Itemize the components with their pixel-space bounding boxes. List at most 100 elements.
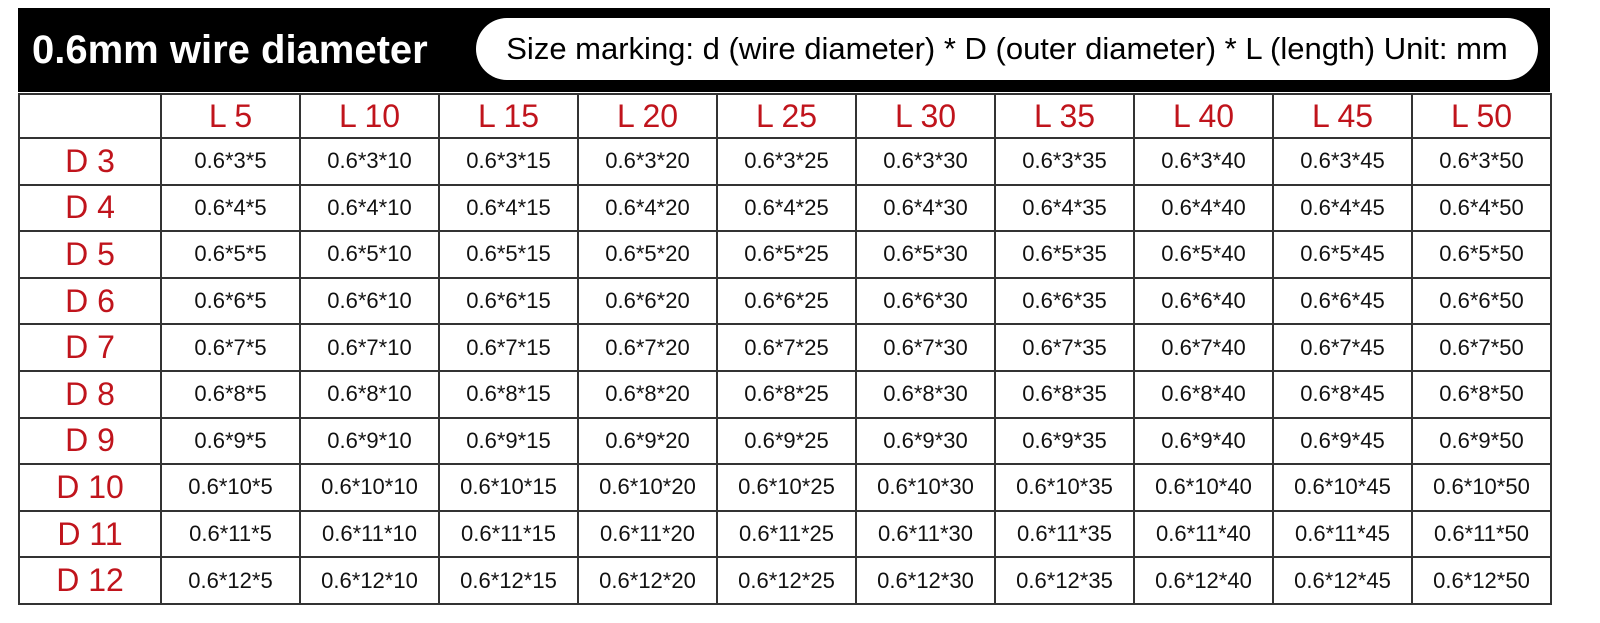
size-cell: 0.6*11*25 — [718, 511, 857, 559]
size-cell: 0.6*8*45 — [1274, 371, 1413, 419]
column-header: L 40 — [1135, 95, 1274, 139]
size-cell: 0.6*10*50 — [1413, 465, 1552, 512]
size-cell: 0.6*11*15 — [440, 511, 579, 559]
size-cell: 0.6*8*20 — [579, 371, 718, 419]
size-cell: 0.6*5*10 — [301, 232, 440, 279]
size-cell: 0.6*4*10 — [301, 185, 440, 233]
size-cell: 0.6*7*5 — [162, 325, 301, 372]
size-cell: 0.6*8*15 — [440, 371, 579, 419]
size-cell: 0.6*7*10 — [301, 325, 440, 372]
row-header: D 12 — [20, 558, 162, 605]
size-cell: 0.6*4*20 — [579, 185, 718, 233]
row-header: D 6 — [20, 278, 162, 326]
size-cell: 0.6*6*50 — [1413, 278, 1552, 326]
size-cell: 0.6*12*5 — [162, 558, 301, 605]
size-cell: 0.6*8*5 — [162, 371, 301, 419]
size-cell: 0.6*3*40 — [1135, 139, 1274, 186]
size-cell: 0.6*11*40 — [1135, 511, 1274, 559]
size-cell: 0.6*12*35 — [996, 558, 1135, 605]
row-header: D 11 — [20, 511, 162, 559]
row-header: D 8 — [20, 371, 162, 419]
size-cell: 0.6*12*20 — [579, 558, 718, 605]
size-cell: 0.6*3*5 — [162, 139, 301, 186]
size-cell: 0.6*11*50 — [1413, 511, 1552, 559]
size-cell: 0.6*6*5 — [162, 278, 301, 326]
size-cell: 0.6*9*40 — [1135, 418, 1274, 466]
size-cell: 0.6*3*45 — [1274, 139, 1413, 186]
size-cell: 0.6*12*25 — [718, 558, 857, 605]
size-cell: 0.6*4*25 — [718, 185, 857, 233]
size-cell: 0.6*9*5 — [162, 418, 301, 466]
size-cell: 0.6*5*15 — [440, 232, 579, 279]
subtitle-pill: Size marking: d (wire diameter) * D (out… — [476, 18, 1538, 80]
size-cell: 0.6*4*40 — [1135, 185, 1274, 233]
size-cell: 0.6*12*50 — [1413, 558, 1552, 605]
row-header: D 5 — [20, 232, 162, 279]
size-cell: 0.6*3*30 — [857, 139, 996, 186]
size-cell: 0.6*7*15 — [440, 325, 579, 372]
size-cell: 0.6*3*35 — [996, 139, 1135, 186]
size-cell: 0.6*8*50 — [1413, 371, 1552, 419]
size-cell: 0.6*4*50 — [1413, 185, 1552, 233]
size-cell: 0.6*5*5 — [162, 232, 301, 279]
size-cell: 0.6*12*15 — [440, 558, 579, 605]
size-cell: 0.6*10*10 — [301, 465, 440, 512]
size-cell: 0.6*8*40 — [1135, 371, 1274, 419]
size-cell: 0.6*12*45 — [1274, 558, 1413, 605]
column-header: L 50 — [1413, 95, 1552, 139]
size-cell: 0.6*5*35 — [996, 232, 1135, 279]
column-header: L 10 — [301, 95, 440, 139]
row-header: D 7 — [20, 325, 162, 372]
size-cell: 0.6*11*30 — [857, 511, 996, 559]
size-cell: 0.6*5*45 — [1274, 232, 1413, 279]
size-cell: 0.6*7*40 — [1135, 325, 1274, 372]
size-cell: 0.6*10*30 — [857, 465, 996, 512]
subtitle: Size marking: d (wire diameter) * D (out… — [506, 31, 1508, 66]
size-cell: 0.6*12*10 — [301, 558, 440, 605]
size-cell: 0.6*4*35 — [996, 185, 1135, 233]
column-header: L 35 — [996, 95, 1135, 139]
column-header: L 15 — [440, 95, 579, 139]
size-cell: 0.6*6*25 — [718, 278, 857, 326]
size-cell: 0.6*5*50 — [1413, 232, 1552, 279]
size-cell: 0.6*6*15 — [440, 278, 579, 326]
size-cell: 0.6*5*25 — [718, 232, 857, 279]
size-cell: 0.6*9*50 — [1413, 418, 1552, 466]
size-cell: 0.6*3*50 — [1413, 139, 1552, 186]
size-cell: 0.6*8*25 — [718, 371, 857, 419]
size-cell: 0.6*10*45 — [1274, 465, 1413, 512]
size-cell: 0.6*5*20 — [579, 232, 718, 279]
size-cell: 0.6*6*10 — [301, 278, 440, 326]
size-cell: 0.6*9*15 — [440, 418, 579, 466]
size-cell: 0.6*12*40 — [1135, 558, 1274, 605]
size-cell: 0.6*6*40 — [1135, 278, 1274, 326]
size-cell: 0.6*7*35 — [996, 325, 1135, 372]
size-cell: 0.6*4*30 — [857, 185, 996, 233]
size-cell: 0.6*8*35 — [996, 371, 1135, 419]
size-cell: 0.6*11*10 — [301, 511, 440, 559]
size-cell: 0.6*5*40 — [1135, 232, 1274, 279]
size-cell: 0.6*3*20 — [579, 139, 718, 186]
size-cell: 0.6*3*25 — [718, 139, 857, 186]
size-cell: 0.6*6*20 — [579, 278, 718, 326]
size-cell: 0.6*11*35 — [996, 511, 1135, 559]
size-cell: 0.6*8*30 — [857, 371, 996, 419]
size-cell: 0.6*11*5 — [162, 511, 301, 559]
size-cell: 0.6*12*30 — [857, 558, 996, 605]
size-cell: 0.6*4*45 — [1274, 185, 1413, 233]
size-cell: 0.6*8*10 — [301, 371, 440, 419]
size-cell: 0.6*10*35 — [996, 465, 1135, 512]
size-cell: 0.6*7*45 — [1274, 325, 1413, 372]
row-header: D 3 — [20, 139, 162, 186]
size-cell: 0.6*3*10 — [301, 139, 440, 186]
size-cell: 0.6*7*20 — [579, 325, 718, 372]
size-cell: 0.6*7*30 — [857, 325, 996, 372]
size-cell: 0.6*9*45 — [1274, 418, 1413, 466]
size-cell: 0.6*11*45 — [1274, 511, 1413, 559]
size-cell: 0.6*4*15 — [440, 185, 579, 233]
column-header: L 20 — [579, 95, 718, 139]
row-header: D 4 — [20, 185, 162, 233]
title: 0.6mm wire diameter — [32, 28, 428, 72]
size-cell: 0.6*10*40 — [1135, 465, 1274, 512]
